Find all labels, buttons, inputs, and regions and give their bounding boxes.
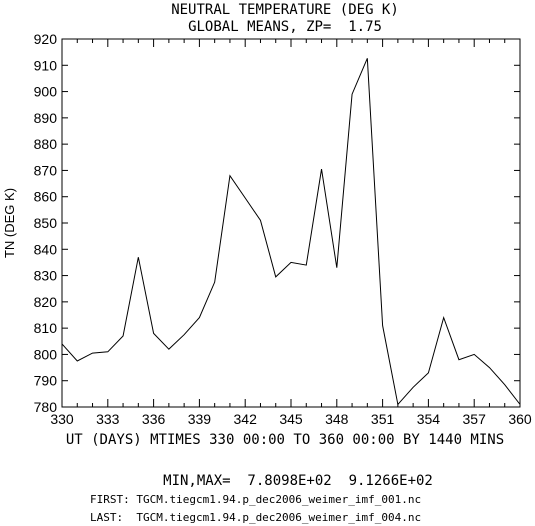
x-tick-label: 333 xyxy=(96,411,120,427)
chart-subtitle: GLOBAL MEANS, ZP= 1.75 xyxy=(188,19,382,35)
y-tick-label: 830 xyxy=(34,268,58,284)
y-tick-label: 820 xyxy=(34,294,58,310)
chart-title: NEUTRAL TEMPERATURE (DEG K) xyxy=(171,2,399,18)
y-tick-label: 780 xyxy=(34,399,58,415)
x-tick-label: 357 xyxy=(463,411,487,427)
minmax-label: MIN,MAX= 7.8098E+02 9.1266E+02 xyxy=(163,473,433,489)
y-tick-label: 800 xyxy=(34,346,58,362)
y-axis-ticks: 780 790 800 810 820 830 840 850 860 870 880 890 900 9… xyxy=(34,31,520,415)
y-tick-label: 890 xyxy=(34,110,58,126)
y-tick-label: 910 xyxy=(34,57,58,73)
x-axis-ticks: 330 333 336 339 342 345 348 351 354 357 360 xyxy=(50,39,532,427)
y-tick-label: 860 xyxy=(34,189,58,205)
x-tick-label: 345 xyxy=(279,411,303,427)
x-tick-label: 348 xyxy=(325,411,349,427)
x-tick-label: 360 xyxy=(508,411,532,427)
y-tick-label: 840 xyxy=(34,241,58,257)
last-file-label: LAST: TGCM.tiegcm1.94.p_dec2006_weimer_i… xyxy=(90,511,421,524)
y-tick-label: 880 xyxy=(34,136,58,152)
x-axis-label: UT (DAYS) MTIMES 330 00:00 TO 360 00:00 … xyxy=(66,432,504,448)
y-tick-label: 810 xyxy=(34,320,58,336)
x-tick-label: 330 xyxy=(50,411,74,427)
series-line xyxy=(61,58,521,406)
plot-frame xyxy=(61,38,521,408)
y-tick-label: 900 xyxy=(34,84,58,100)
x-tick-label: 339 xyxy=(188,411,212,427)
x-tick-label: 354 xyxy=(417,411,441,427)
x-tick-label: 336 xyxy=(142,411,166,427)
x-tick-label: 351 xyxy=(371,411,395,427)
y-tick-label: 870 xyxy=(34,162,58,178)
y-tick-label: 920 xyxy=(34,31,58,47)
x-tick-label: 342 xyxy=(234,411,258,427)
y-tick-label: 790 xyxy=(34,373,58,389)
y-axis-label: TN (DEG K) xyxy=(2,188,17,258)
y-tick-label: 850 xyxy=(34,215,58,231)
first-file-label: FIRST: TGCM.tiegcm1.94.p_dec2006_weimer_… xyxy=(90,493,421,506)
